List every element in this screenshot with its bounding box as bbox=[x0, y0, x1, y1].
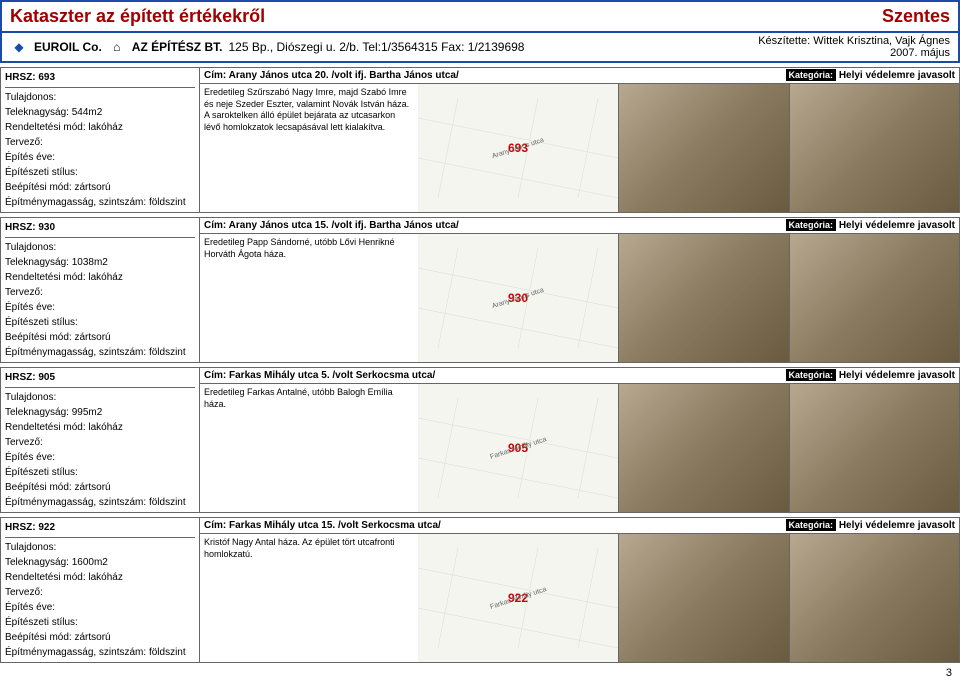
photo bbox=[618, 384, 789, 512]
euroil-logo-icon: ◆ bbox=[10, 38, 28, 56]
entry-description: Eredetileg Farkas Antalné, utóbb Balogh … bbox=[200, 384, 418, 512]
authors-label: Készítette: bbox=[758, 35, 810, 47]
photo bbox=[789, 534, 960, 662]
entry-map: 693Arany János utca bbox=[418, 84, 618, 212]
page-number: 3 bbox=[0, 663, 960, 683]
entry-row: HRSZ: 930Tulajdonos:Teleknagyság: 1038m2… bbox=[0, 217, 960, 363]
photo bbox=[789, 234, 960, 362]
authors: Wittek Krisztina, Vajk Ágnes bbox=[813, 35, 950, 47]
entry-map: 905Farkas Mihály utca bbox=[418, 384, 618, 512]
entry-map: 922Farkas Mihály utca bbox=[418, 534, 618, 662]
photo bbox=[618, 534, 789, 662]
doc-title-left: Kataszter az épített értékekről bbox=[10, 6, 265, 27]
entry-photos bbox=[618, 234, 959, 362]
entry-map: 930Arany János utca bbox=[418, 234, 618, 362]
entry-description: Kristóf Nagy Antal háza. Az épület tört … bbox=[200, 534, 418, 662]
architect-address: 125 Bp., Diószegi u. 2/b. Tel:1/3564315 … bbox=[228, 40, 524, 54]
photo bbox=[618, 234, 789, 362]
company-name: EUROIL Co. bbox=[34, 40, 102, 54]
entry-row: HRSZ: 905Tulajdonos:Teleknagyság: 995m2R… bbox=[0, 367, 960, 513]
photo bbox=[789, 384, 960, 512]
entry-description: Eredetileg Szűrszabó Nagy Imre, majd Sza… bbox=[200, 84, 418, 212]
entry-meta: HRSZ: 922Tulajdonos:Teleknagyság: 1600m2… bbox=[1, 518, 200, 662]
doc-title-right: Szentes bbox=[882, 6, 950, 27]
entry-photos bbox=[618, 534, 959, 662]
entry-row: HRSZ: 693Tulajdonos:Teleknagyság: 544m2R… bbox=[0, 67, 960, 213]
entry-description: Eredetileg Papp Sándorné, utóbb Lővi Hen… bbox=[200, 234, 418, 362]
photo bbox=[789, 84, 960, 212]
entry-meta: HRSZ: 693Tulajdonos:Teleknagyság: 544m2R… bbox=[1, 68, 200, 212]
entry-meta: HRSZ: 930Tulajdonos:Teleknagyság: 1038m2… bbox=[1, 218, 200, 362]
doc-date: 2007. május bbox=[758, 47, 950, 59]
entry-meta: HRSZ: 905Tulajdonos:Teleknagyság: 995m2R… bbox=[1, 368, 200, 512]
photo bbox=[618, 84, 789, 212]
architect-logo-icon: ⌂ bbox=[108, 38, 126, 56]
architect-name: AZ ÉPÍTÉSZ BT. bbox=[132, 40, 223, 54]
entry-photos bbox=[618, 384, 959, 512]
entry-photos bbox=[618, 84, 959, 212]
entry-row: HRSZ: 922Tulajdonos:Teleknagyság: 1600m2… bbox=[0, 517, 960, 663]
